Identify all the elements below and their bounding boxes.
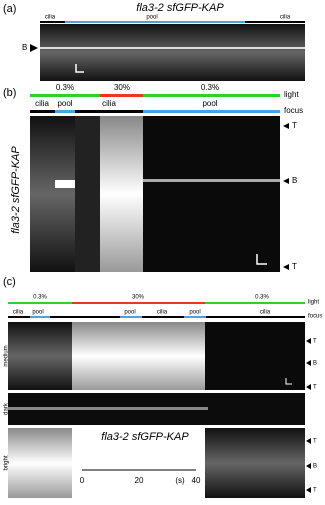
light-bar — [205, 302, 305, 304]
row-label: focus — [308, 314, 322, 320]
kymograph — [100, 116, 143, 272]
light-label: 0.3% — [56, 83, 74, 92]
marker-arrow — [30, 44, 38, 52]
kymograph — [8, 322, 72, 390]
row-label: focus — [284, 106, 303, 115]
focus-label: cilia — [13, 310, 24, 316]
focus-bar — [142, 316, 184, 318]
kymograph — [30, 116, 75, 272]
light-label: 0.3% — [33, 295, 47, 301]
focus-label: pool — [32, 310, 43, 316]
light-bar — [30, 94, 100, 97]
panel-label: (a) — [3, 3, 16, 15]
focus-label: cilia — [102, 99, 116, 108]
segment-bar — [245, 21, 305, 23]
light-bar — [72, 302, 205, 304]
panel-title: fla3-2 sfGFP-KAP — [101, 431, 189, 443]
marker-label: T — [313, 439, 317, 445]
row-label: light — [284, 90, 299, 99]
scale-tick: 20 — [135, 476, 144, 485]
focus-bar — [184, 316, 206, 318]
marker-label: B — [292, 176, 297, 185]
scale-bar — [285, 378, 292, 385]
focus-label: cilia — [157, 310, 168, 316]
kymograph — [8, 428, 72, 498]
panel-label: (c) — [3, 276, 16, 288]
marker-label: B — [313, 464, 317, 470]
marker-label: T — [313, 488, 317, 494]
focus-label: pool — [124, 310, 135, 316]
scale-bar — [75, 64, 84, 73]
axis-label: fla3-2 sfGFP-KAP — [10, 146, 22, 234]
focus-bar — [55, 110, 75, 113]
light-label: 30% — [114, 83, 130, 92]
focus-bar — [75, 110, 143, 113]
panel-label: (b) — [3, 87, 16, 99]
row-label: light — [308, 300, 319, 306]
focus-label: pool — [202, 99, 217, 108]
focus-bar — [120, 316, 142, 318]
segment-label: cilia — [45, 15, 56, 21]
scale-unit: (s) — [175, 476, 185, 485]
kymograph — [75, 116, 100, 272]
focus-bar — [8, 316, 30, 318]
light-label: 0.3% — [255, 295, 269, 301]
focus-label: cilia — [35, 99, 49, 108]
marker-label: T — [313, 339, 317, 345]
focus-bar — [206, 316, 305, 318]
row-label: dark — [4, 402, 10, 415]
row-label: medium — [4, 345, 10, 366]
light-bar — [143, 94, 280, 97]
kymograph — [205, 428, 305, 498]
focus-label: pool — [57, 99, 72, 108]
scale-bar — [256, 254, 267, 265]
segment-bar — [40, 21, 65, 23]
kymograph — [205, 322, 305, 390]
light-bar — [100, 94, 143, 97]
kymograph-line — [8, 407, 208, 410]
focus-label: pool — [189, 310, 200, 316]
marker-arrow — [306, 338, 311, 493]
focus-bar — [30, 316, 50, 318]
marker-label: B — [313, 361, 317, 367]
light-label: 0.3% — [201, 83, 219, 92]
panel-title: fla3-2 sfGFP-KAP — [136, 2, 224, 14]
row-label: bright — [4, 455, 10, 470]
scale-tick: 40 — [192, 476, 201, 485]
scale-tick: 0 — [80, 476, 85, 485]
kymograph — [40, 24, 305, 81]
kymograph-line — [143, 179, 280, 182]
segment-bar — [65, 21, 245, 23]
marker-label: T — [292, 121, 297, 130]
kymograph-line — [55, 180, 75, 188]
kymograph-line — [40, 47, 305, 49]
marker-label: T — [292, 262, 297, 271]
marker-label: T — [313, 385, 317, 391]
focus-bar — [143, 110, 280, 113]
focus-label: cilia — [260, 310, 271, 316]
marker-label: B — [22, 43, 27, 52]
marker-arrow — [283, 123, 289, 270]
light-bar — [8, 302, 72, 304]
kymograph — [72, 428, 205, 498]
focus-bar — [30, 110, 55, 113]
focus-bar — [50, 316, 120, 318]
kymograph — [143, 116, 280, 272]
light-label: 30% — [132, 295, 145, 301]
kymograph — [72, 322, 205, 390]
segment-label: pool — [146, 15, 157, 21]
segment-label: cilia — [280, 15, 291, 21]
